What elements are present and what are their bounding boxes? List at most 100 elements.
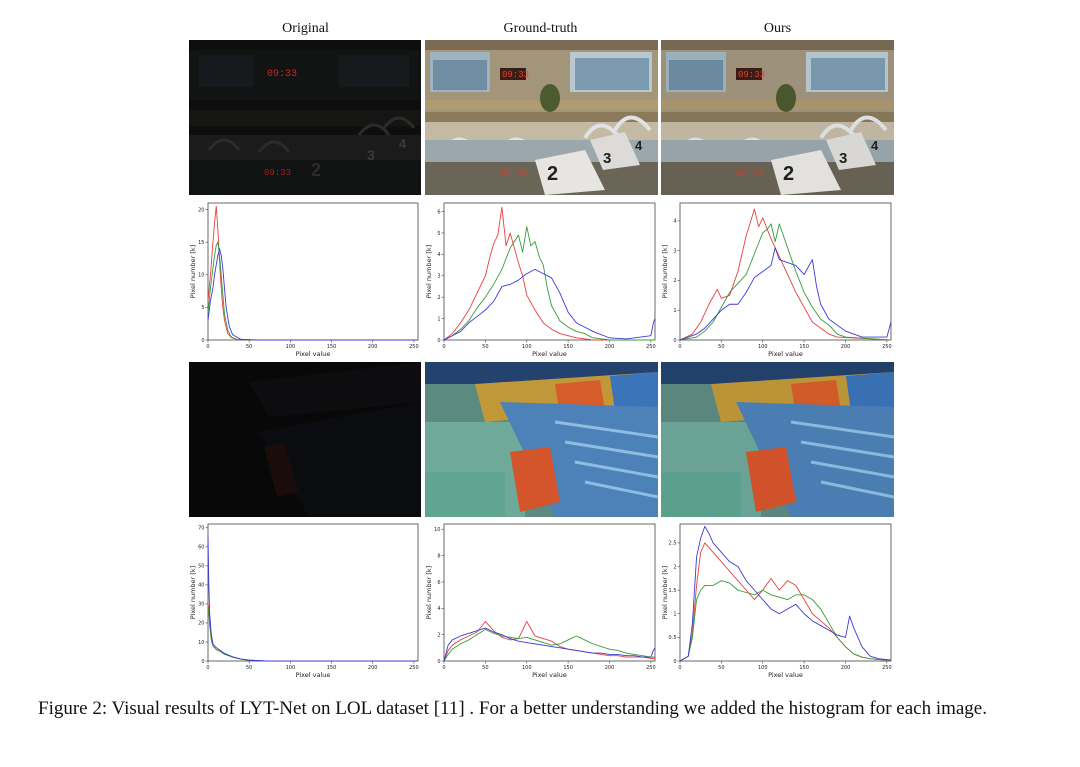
- ours-lane-number-3: 3: [839, 150, 847, 167]
- column-title-ours: Ours: [763, 21, 792, 36]
- gt-lane-number-4: 4: [635, 138, 643, 153]
- figure-caption: Figure 2: Visual results of LYT-Net on L…: [38, 698, 987, 719]
- histogram-pool-ground-truth: 0 50 100 150 200 250 0 1 2 3 4 5 6 Pixel value Pixel n…: [425, 200, 658, 358]
- x-axis-label: Pixel value: [532, 350, 567, 358]
- series-line-1: [443, 628, 655, 662]
- y-tick-label: 1: [437, 316, 440, 322]
- x-tick-label: 100: [758, 344, 768, 350]
- y-axis-label: Pixel number [k]: [661, 245, 669, 298]
- y-tick-label: 5: [201, 305, 204, 311]
- series-line-2: [207, 248, 418, 341]
- y-tick-label: 4: [437, 606, 440, 612]
- column-title-ground-truth: Ground-truth: [503, 21, 578, 36]
- x-tick-label: 250: [409, 344, 419, 350]
- gt-reflection-digits: 09:33: [500, 169, 527, 179]
- x-tick-label: 200: [368, 344, 378, 350]
- histogram-svg: 0 50 100 150 200 250 0 0.5 1 1.5 2 2.5 Pixel value Pi…: [661, 523, 892, 679]
- series-line-2: [679, 247, 892, 341]
- x-tick-label: 50: [246, 665, 252, 671]
- x-tick-label: 250: [646, 344, 656, 350]
- x-tick-label: 250: [882, 665, 892, 671]
- y-axis-label: Pixel number [k]: [425, 245, 433, 298]
- x-axis-label: Pixel value: [296, 350, 331, 358]
- stadium-photo-original: [189, 362, 421, 517]
- ours-reflection-digits: 09:33: [736, 169, 763, 179]
- y-tick-label: 15: [198, 240, 204, 246]
- x-tick-label: 50: [718, 344, 724, 350]
- gt-lane-number-2: 2: [547, 163, 558, 185]
- histogram-svg: 0 50 100 150 200 250 0 2 4 6 8 10 Pixel value Pixel n…: [425, 523, 656, 679]
- y-axis-label: Pixel number [k]: [425, 566, 433, 619]
- y-tick-label: 5: [437, 231, 440, 237]
- ours-lane-number-2: 2: [783, 163, 794, 185]
- series-line-1: [207, 241, 418, 341]
- column-title-original: Original: [282, 21, 329, 36]
- x-tick-label: 50: [718, 665, 724, 671]
- series-line-0: [443, 621, 655, 662]
- y-tick-label: 1.5: [669, 588, 677, 594]
- y-tick-label: 0: [437, 659, 440, 665]
- x-tick-label: 0: [678, 344, 681, 350]
- ours-scoreboard-digits: 09:33: [738, 70, 765, 80]
- x-tick-label: 50: [482, 344, 488, 350]
- x-tick-label: 200: [841, 665, 851, 671]
- stadium-photo-ground-truth: [425, 362, 658, 517]
- x-tick-label: 250: [409, 665, 419, 671]
- y-tick-label: 2: [437, 295, 440, 301]
- y-tick-label: 6: [437, 209, 440, 215]
- pool-photo-original: 09:33 09:33 2 3 4: [189, 40, 421, 195]
- x-tick-label: 50: [246, 344, 252, 350]
- y-axis-label: Pixel number [k]: [661, 566, 669, 619]
- pool-reflection-digits: 09:33: [264, 168, 291, 178]
- x-tick-label: 100: [522, 344, 532, 350]
- plot-frame: [207, 202, 419, 341]
- histogram-svg: 0 50 100 150 200 250 0 1 2 3 4 5 6 Pixel value Pixel n…: [425, 202, 656, 358]
- histogram-svg: 0 50 100 150 200 250 0 10 20 30 40 50 60 70 Pixel valu…: [189, 523, 419, 679]
- lane-number-4: 4: [399, 136, 407, 151]
- series-line-0: [443, 206, 655, 341]
- x-tick-label: 100: [758, 665, 768, 671]
- y-tick-label: 50: [198, 564, 204, 570]
- y-tick-label: 0: [673, 659, 676, 665]
- x-tick-label: 100: [286, 665, 296, 671]
- y-tick-label: 10: [198, 273, 204, 279]
- y-tick-label: 1: [673, 612, 676, 618]
- histogram-pool-original: 0 50 100 150 200 250 0 5 10 15 20 Pixel value Pixel …: [189, 200, 421, 358]
- series-line-2: [443, 268, 656, 341]
- series-line-1: [679, 580, 892, 662]
- x-tick-label: 200: [841, 344, 851, 350]
- y-tick-label: 0: [201, 659, 204, 665]
- x-axis-label: Pixel value: [768, 350, 803, 358]
- y-tick-label: 0: [201, 338, 204, 344]
- x-tick-label: 150: [327, 665, 337, 671]
- histogram-svg: 0 50 100 150 200 250 0 1 2 3 4 Pixel value Pixel num…: [661, 202, 892, 358]
- x-tick-label: 100: [286, 344, 296, 350]
- y-tick-label: 2.5: [669, 541, 677, 547]
- histogram-svg: 0 50 100 150 200 250 0 5 10 15 20 Pixel value Pixel …: [189, 202, 419, 358]
- y-tick-label: 10: [434, 527, 440, 533]
- y-axis-label: Pixel number [k]: [189, 245, 197, 298]
- x-tick-label: 50: [482, 665, 488, 671]
- x-tick-label: 0: [442, 344, 445, 350]
- series-line-1: [679, 223, 892, 341]
- y-tick-label: 3: [437, 274, 440, 280]
- y-tick-label: 2: [437, 632, 440, 638]
- y-tick-label: 70: [198, 526, 204, 532]
- lane-number-3: 3: [367, 147, 375, 163]
- y-tick-label: 6: [437, 580, 440, 586]
- x-tick-label: 150: [563, 665, 573, 671]
- lane-number-2: 2: [311, 160, 321, 180]
- pool-photo-ground-truth: 09:33 09:33 2 3 4: [425, 40, 658, 195]
- y-tick-label: 20: [198, 207, 204, 213]
- plot-frame: [679, 202, 892, 341]
- y-tick-label: 0: [437, 338, 440, 344]
- y-tick-label: 60: [198, 545, 204, 551]
- x-tick-label: 150: [799, 665, 809, 671]
- gt-scoreboard-digits: 09:33: [502, 70, 529, 80]
- y-tick-label: 30: [198, 602, 204, 608]
- histogram-pool-ours: 0 50 100 150 200 250 0 1 2 3 4 Pixel value Pixel num…: [661, 200, 894, 358]
- y-tick-label: 3: [673, 248, 676, 254]
- x-tick-label: 0: [442, 665, 445, 671]
- x-tick-label: 150: [327, 344, 337, 350]
- y-tick-label: 4: [673, 219, 676, 225]
